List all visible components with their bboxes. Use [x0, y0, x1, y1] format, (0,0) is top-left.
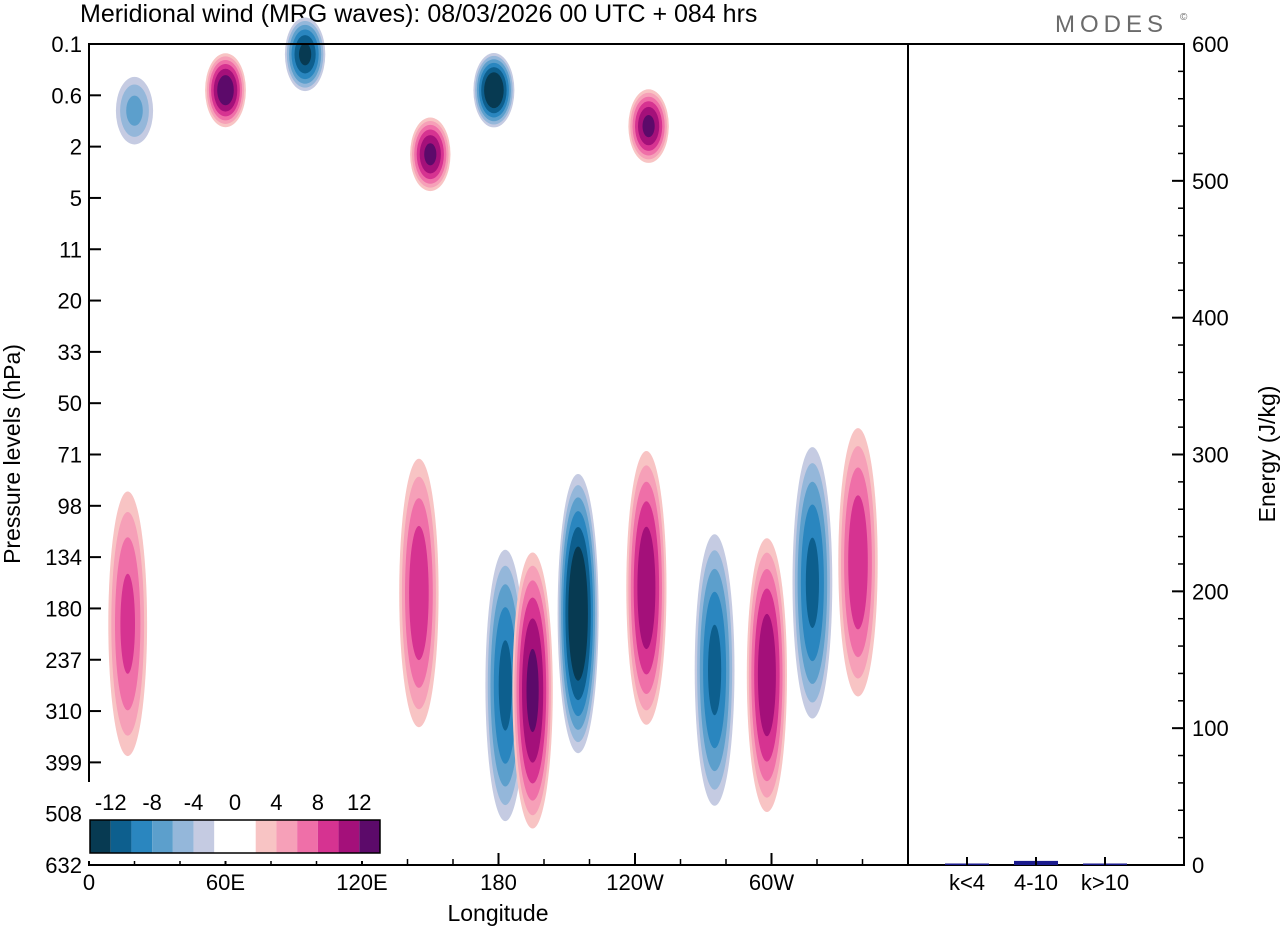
y-tick-label: 50	[58, 391, 82, 416]
energy-tick-label: 0	[1192, 853, 1204, 878]
energy-tick-label: 300	[1192, 443, 1229, 468]
wind-contour	[299, 43, 312, 66]
y-axis-label: Pressure levels (hPa)	[0, 344, 25, 564]
y-tick-label: 2	[70, 135, 82, 160]
y-tick-label: 5	[70, 186, 82, 211]
wind-contour	[217, 75, 234, 106]
y-tick-label: 180	[45, 596, 82, 621]
energy-category-label: k<4	[949, 870, 985, 895]
wind-contour	[120, 573, 135, 674]
energy-tick-label: 100	[1192, 716, 1229, 741]
x-tick-label: 180	[480, 870, 517, 895]
colorbar-label: 12	[347, 790, 371, 815]
energy-tick-label: 400	[1192, 306, 1229, 331]
wind-contour	[409, 525, 429, 661]
x-tick-label: 0	[83, 870, 95, 895]
y-tick-label: 399	[45, 750, 82, 775]
wind-contour	[805, 537, 820, 628]
energy-tick-label: 600	[1192, 32, 1229, 57]
y-axis-ticks: 0.1 0.6 2 5 11 20 33 50 71 98 134 180 237 310 399 508 63…	[45, 32, 101, 878]
colorbar-swatch	[214, 820, 235, 853]
wind-contour	[708, 624, 722, 716]
energy-tick-label: 500	[1192, 169, 1229, 194]
x-tick-label: 60W	[749, 870, 794, 895]
colorbar-swatch	[152, 820, 173, 853]
colorbar-swatch	[276, 820, 298, 853]
colorbar-swatch	[131, 820, 153, 853]
colorbar: -12 -8 -4 0 4 8 12	[84, 782, 386, 861]
colorbar-label: -12	[95, 790, 127, 815]
wind-contour	[637, 526, 656, 650]
colorbar-swatch	[235, 820, 256, 853]
y-tick-label: 71	[58, 443, 82, 468]
y-tick-label: 310	[45, 699, 82, 724]
y-tick-label: 33	[58, 340, 82, 365]
energy-category-label: 4-10	[1014, 870, 1058, 895]
wind-contour	[848, 495, 868, 630]
figure-title: Meridional wind (MRG waves): 08/03/2026 …	[80, 0, 757, 28]
y-tick-label: 134	[45, 545, 82, 570]
y-tick-label: 0.6	[51, 83, 82, 108]
wind-contour	[526, 648, 539, 733]
colorbar-swatch	[110, 820, 132, 853]
energy-plot-frame	[907, 43, 1185, 866]
wind-contour	[424, 143, 437, 166]
colorbar-swatch	[172, 820, 194, 853]
brand-mark-icon: ©	[1180, 12, 1188, 23]
colorbar-swatch	[317, 820, 339, 853]
energy-bars: k<4 4-10 k>10	[945, 857, 1129, 895]
energy-axis-ticks: 0 100 200 300 400 500 600	[1172, 32, 1229, 878]
y-tick-label: 508	[45, 802, 82, 827]
colorbar-swatch	[193, 820, 215, 853]
x-tick-label: 60E	[206, 870, 245, 895]
y-tick-label: 632	[45, 853, 82, 878]
y-tick-label: 0.1	[51, 32, 82, 57]
energy-category-label: k>10	[1081, 870, 1129, 895]
y-tick-label: 20	[58, 289, 82, 314]
wind-contour	[126, 95, 143, 126]
colorbar-label: 0	[229, 790, 241, 815]
colorbar-swatch	[90, 820, 111, 853]
colorbar-label: -8	[142, 790, 162, 815]
modes-brand-logo: MODES	[1055, 11, 1168, 38]
colorbar-label: 8	[312, 790, 324, 815]
colorbar-label: -4	[184, 790, 204, 815]
colorbar-swatch	[255, 820, 277, 853]
energy-axis-label: Energy (J/kg)	[1254, 386, 1280, 523]
colorbar-swatch	[297, 820, 318, 853]
wind-contour	[642, 115, 655, 138]
energy-tick-label: 200	[1192, 579, 1229, 604]
y-tick-label: 237	[45, 648, 82, 673]
colorbar-frame	[89, 819, 381, 854]
wind-contour	[498, 640, 512, 731]
wind-contour	[568, 546, 588, 681]
wind-contour	[484, 72, 504, 109]
y-tick-label: 98	[58, 494, 82, 519]
x-tick-label: 120W	[606, 870, 664, 895]
y-tick-label: 11	[59, 237, 82, 262]
wind-contour	[757, 613, 776, 737]
colorbar-swatch	[338, 820, 360, 853]
colorbar-swatch	[359, 820, 380, 853]
x-tick-label: 120E	[336, 870, 387, 895]
wind-contour-field	[108, 17, 878, 829]
x-axis-label: Longitude	[447, 900, 548, 926]
colorbar-label: 4	[270, 790, 282, 815]
